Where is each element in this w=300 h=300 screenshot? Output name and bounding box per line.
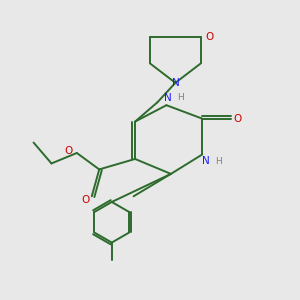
Text: N: N bbox=[172, 78, 179, 88]
Text: O: O bbox=[233, 114, 241, 124]
Text: N: N bbox=[202, 156, 210, 166]
Text: O: O bbox=[65, 146, 73, 156]
Text: H: H bbox=[215, 157, 222, 166]
Text: N: N bbox=[164, 93, 172, 103]
Text: O: O bbox=[82, 195, 90, 205]
Text: O: O bbox=[205, 32, 213, 41]
Text: H: H bbox=[177, 93, 184, 102]
